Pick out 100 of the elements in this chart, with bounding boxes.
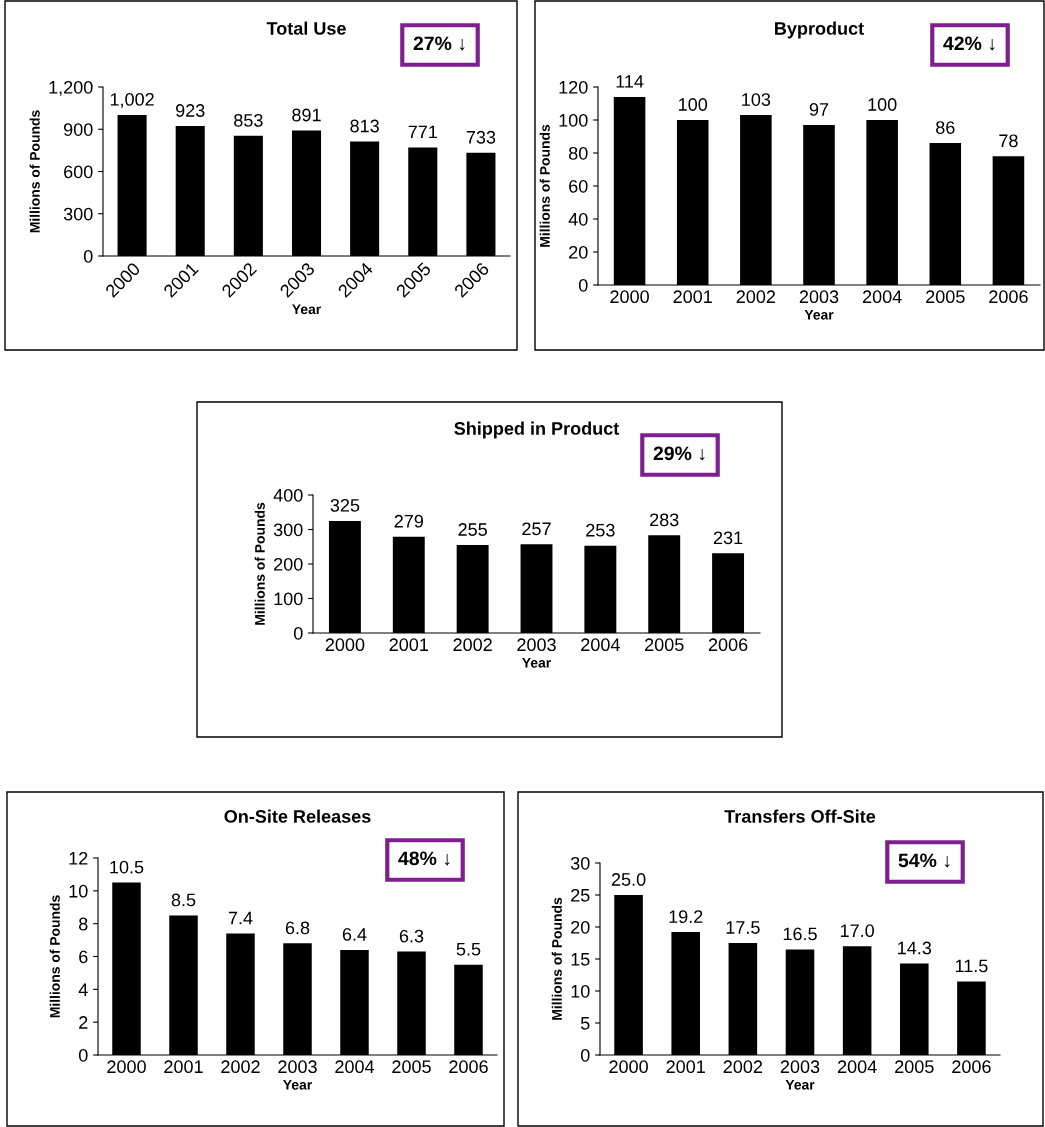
y-axis-title: Millions of Pounds: [49, 895, 60, 1018]
data-label: 8.5: [171, 893, 196, 907]
y-axis-title: Millions of Pounds: [551, 897, 562, 1020]
y-tick-label: 600: [64, 165, 93, 179]
data-label: 283: [650, 513, 679, 527]
annotation: 54% ↓: [898, 853, 950, 868]
x-axis-title: Year: [804, 309, 834, 320]
annotation: 48% ↓: [398, 851, 450, 866]
data-label: 1,002: [110, 92, 154, 108]
y-tick-label: 40: [568, 212, 588, 226]
y-axis-title: Millions of Pounds: [254, 502, 265, 625]
x-tick-label: 2005: [645, 638, 684, 652]
data-label: 17.5: [726, 921, 760, 934]
y-tick-label: 100: [274, 592, 303, 606]
y-axis-title: Millions of Pounds: [539, 124, 550, 247]
y-tick-label: 200: [274, 557, 303, 571]
x-axis-title: Year: [522, 657, 551, 668]
chart-title: Byproduct: [775, 21, 864, 39]
x-tick-label: 2002: [736, 290, 776, 304]
data-label: 279: [394, 514, 423, 528]
data-label: 97: [809, 103, 829, 116]
data-label: 25.0: [611, 873, 646, 886]
data-label: 813: [350, 119, 379, 133]
x-tick-label: 2002: [453, 638, 492, 652]
x-tick-label: 2004: [581, 638, 620, 652]
y-tick-label: 12: [69, 851, 88, 865]
y-tick-label: 0: [578, 278, 588, 292]
y-tick-label: 5: [580, 1017, 590, 1030]
y-tick-label: 2: [79, 1016, 88, 1029]
x-axis-title: Year: [292, 304, 321, 315]
y-tick-label: 300: [63, 207, 93, 221]
x-tick-label: 2003: [799, 290, 839, 304]
data-label: 114: [616, 75, 644, 88]
y-tick-label: 10: [69, 884, 88, 898]
y-tick-label: 120: [559, 80, 588, 94]
x-tick-label: 2003: [517, 638, 556, 652]
data-label: 253: [586, 523, 615, 537]
y-tick-label: 0: [293, 626, 303, 640]
data-label: 231: [713, 531, 743, 545]
chart-title: Shipped in Product: [454, 421, 620, 439]
data-label: 78: [999, 134, 1018, 148]
text: 42% ↓: [943, 36, 995, 51]
data-label: 733: [466, 130, 496, 144]
x-tick-label: 2005: [392, 1060, 431, 1074]
x-tick-label: 2004: [335, 1060, 375, 1074]
y-tick-label: 15: [571, 953, 590, 966]
x-tick-label: 2000: [610, 290, 649, 304]
x-tick-label: 2006: [708, 638, 748, 652]
data-label: 100: [868, 98, 897, 111]
y-axis-title: Millions of Pounds: [29, 110, 40, 233]
data-label: 14.3: [898, 941, 932, 955]
data-label: 891: [292, 108, 321, 122]
y-tick-label: 100: [559, 113, 588, 127]
data-label: 325: [330, 498, 360, 512]
x-tick-label: 2003: [780, 1060, 820, 1074]
y-tick-label: 8: [79, 917, 88, 931]
chart-title: On-Site Releases: [224, 809, 371, 823]
y-tick-label: 20: [569, 245, 588, 259]
chart-title: Total Use: [266, 21, 346, 35]
data-label: 86: [936, 121, 955, 134]
x-tick-label: 2002: [221, 1060, 260, 1074]
x-tick-label: 2006: [952, 1060, 991, 1074]
y-tick-label: 0: [580, 1048, 590, 1062]
x-tick-label: 2001: [666, 1060, 705, 1074]
y-tick-label: 400: [273, 488, 303, 502]
data-label: 10.5: [110, 860, 144, 874]
y-tick-label: 0: [78, 1048, 88, 1062]
x-tick-label: 2005: [895, 1060, 934, 1074]
data-label: 100: [679, 98, 708, 111]
data-label: 103: [742, 93, 771, 106]
y-tick-label: 1,200: [49, 80, 93, 96]
y-tick-label: 10: [571, 984, 590, 998]
x-tick-label: 2006: [449, 1060, 488, 1074]
y-tick-label: 300: [273, 523, 303, 537]
x-tick-label: 2000: [325, 638, 365, 652]
data-label: 255: [458, 523, 487, 536]
y-tick-label: 20: [571, 920, 590, 934]
y-tick-label: 0: [83, 249, 93, 263]
data-label: 923: [176, 104, 205, 117]
x-tick-label: 2002: [723, 1060, 763, 1074]
data-label: 6.8: [285, 921, 310, 935]
x-tick-label: 2004: [862, 290, 902, 304]
data-label: 6.4: [342, 928, 367, 941]
data-label: 257: [522, 522, 551, 536]
y-tick-label: 4: [78, 983, 88, 996]
y-tick-label: 6: [79, 950, 88, 964]
y-tick-label: 60: [569, 179, 588, 193]
data-label: 11.5: [955, 959, 988, 973]
x-tick-label: 2000: [107, 1060, 146, 1074]
data-label: 5.5: [456, 942, 481, 956]
text: 29% ↓: [653, 446, 705, 461]
y-tick-label: 25: [571, 888, 590, 902]
x-tick-label: 2005: [926, 290, 965, 304]
data-label: 7.4: [228, 911, 253, 925]
x-axis-title: Year: [785, 1079, 815, 1090]
x-tick-label: 2001: [673, 290, 712, 304]
y-tick-label: 30: [570, 856, 590, 870]
chart-title: Transfers Off-Site: [724, 809, 876, 823]
y-tick-label: 80: [568, 146, 588, 160]
data-label: 17.0: [840, 924, 875, 938]
